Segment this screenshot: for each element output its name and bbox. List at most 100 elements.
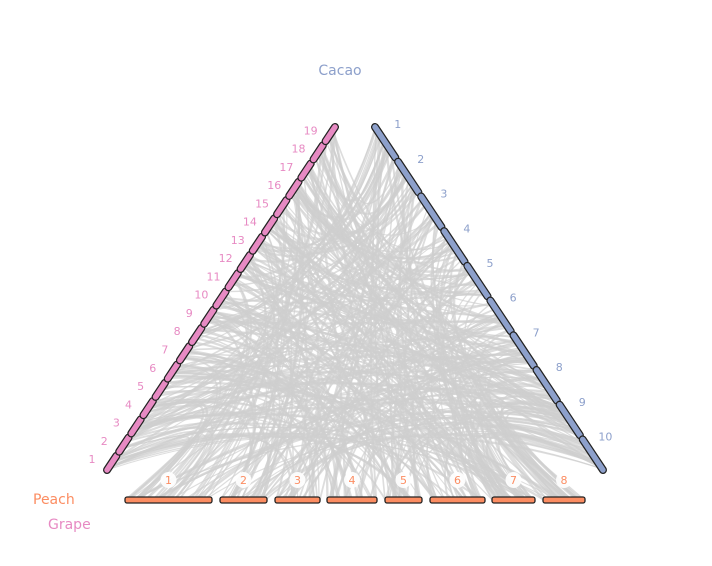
label-badge [556, 472, 572, 488]
synteny-link [397, 266, 469, 501]
chromosome-label: 3 [440, 188, 447, 201]
chromosome [201, 306, 217, 327]
chromosome-label: 2 [417, 153, 424, 166]
synteny-link [300, 369, 537, 501]
chromosome [491, 496, 536, 504]
chromosome-label: 18 [292, 143, 306, 156]
synteny-link [474, 353, 528, 501]
chromosome [556, 401, 583, 439]
synteny-link [246, 259, 566, 415]
chromosome [441, 228, 468, 265]
chromosome [177, 343, 193, 364]
chromosome [189, 325, 205, 345]
synteny-link [484, 348, 565, 501]
chromosome [510, 332, 537, 369]
chromosome [533, 367, 560, 404]
chromosome [395, 158, 422, 196]
chromosome [310, 142, 326, 163]
chromosome-label: 10 [598, 431, 612, 444]
synteny-link [220, 298, 493, 501]
chromosome-label: 17 [279, 161, 293, 174]
synteny-link [386, 162, 404, 501]
synteny-link [266, 229, 528, 501]
chromosome [249, 233, 265, 254]
chromosome-label: 6 [454, 474, 461, 487]
synteny-link [181, 356, 411, 501]
synteny-link [212, 309, 268, 501]
chromosome [237, 252, 253, 272]
chromosome [152, 380, 168, 400]
synteny-link [195, 239, 451, 501]
chromosome-label: 11 [207, 270, 221, 283]
chromosome [542, 496, 586, 504]
synteny-link [226, 186, 301, 501]
synteny-link [217, 301, 466, 501]
chromosome-label: 7 [510, 474, 517, 487]
chromosome-label: 1 [89, 453, 96, 466]
chromosome-label: 4 [463, 222, 470, 235]
synteny-link [253, 168, 405, 258]
synteny-link [277, 212, 570, 501]
chromosome-label: 19 [304, 124, 318, 137]
synteny-link [112, 432, 410, 501]
chromosome-label: 3 [113, 417, 120, 430]
synteny-link [405, 186, 456, 501]
synteny-link [217, 198, 424, 306]
synteny-link [290, 392, 554, 501]
synteny-link [282, 204, 564, 412]
chromosome-label: 5 [137, 380, 144, 393]
chromosome-label: 4 [125, 398, 132, 411]
chromosome [286, 179, 302, 199]
synteny-link [285, 342, 519, 501]
label-badge [395, 472, 412, 488]
chromosome [326, 496, 378, 504]
synteny-link [125, 127, 377, 443]
synteny-link [331, 130, 401, 205]
chromosome [128, 416, 144, 437]
label-badge [289, 472, 306, 488]
chromosome-label: 9 [186, 307, 193, 320]
chromosome-label: 8 [561, 474, 568, 487]
chromosome [579, 436, 606, 473]
genome-name: Peach [33, 492, 75, 508]
synteny-link [253, 248, 528, 501]
chromosome-label: 6 [510, 292, 517, 305]
chromosome-label: 7 [161, 343, 168, 356]
chromosome-label: 13 [231, 234, 245, 247]
synteny-link [287, 168, 404, 501]
chromosome [262, 215, 278, 236]
synteny-link [477, 329, 562, 501]
chromosome-label: 1 [165, 474, 172, 487]
label-badge [160, 472, 177, 488]
chromosome [213, 288, 229, 309]
synteny-link [194, 336, 335, 501]
chromosome-label: 8 [174, 325, 181, 338]
synteny-link [132, 268, 470, 432]
genome-name: Grape [48, 517, 91, 533]
label-badge [505, 472, 522, 488]
synteny-link [228, 229, 284, 501]
chromosome-label: 2 [101, 435, 108, 448]
chromosome [124, 496, 213, 504]
chromosome-label: 16 [267, 179, 281, 192]
synteny-link [451, 328, 510, 501]
synteny-link [131, 360, 532, 435]
chromosome [322, 124, 338, 144]
chromosome [274, 496, 321, 504]
synteny-link [314, 156, 436, 236]
chromosome [418, 193, 445, 230]
synteny-link [175, 365, 402, 501]
chromosome [116, 434, 132, 455]
chromosome [298, 160, 314, 181]
synteny-link [256, 243, 548, 388]
chromosome-label: 10 [194, 289, 208, 302]
label-badge [344, 472, 360, 488]
chromosome [487, 297, 514, 334]
synteny-link [152, 205, 286, 501]
synteny-link [465, 358, 530, 501]
chromosome-label: 2 [240, 474, 247, 487]
synteny-link [291, 189, 320, 501]
chromosome [384, 496, 423, 504]
chromosome [140, 398, 156, 418]
chromosome [464, 263, 491, 300]
